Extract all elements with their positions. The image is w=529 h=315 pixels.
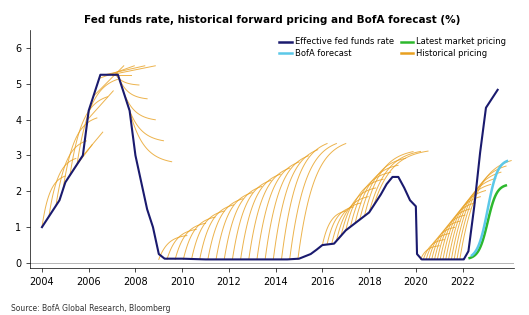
Title: Fed funds rate, historical forward pricing and BofA forecast (%): Fed funds rate, historical forward prici…: [84, 15, 460, 25]
Legend: Effective fed funds rate, BofA forecast, Latest market pricing, Historical prici: Effective fed funds rate, BofA forecast,…: [276, 34, 510, 61]
Text: Source: BofA Global Research, Bloomberg: Source: BofA Global Research, Bloomberg: [11, 304, 170, 313]
